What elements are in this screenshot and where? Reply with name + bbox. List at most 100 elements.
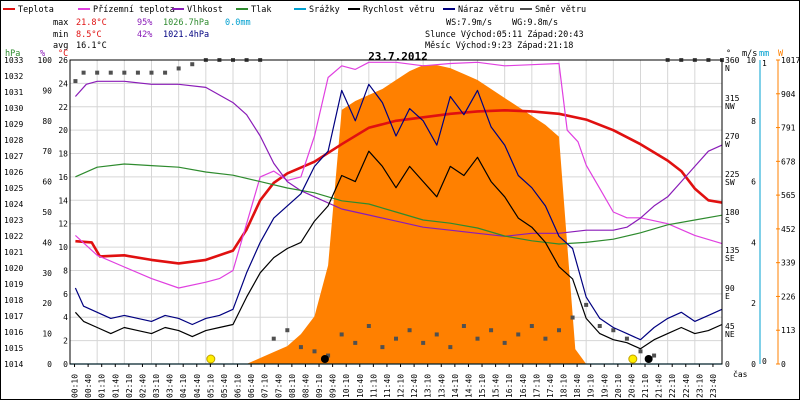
mm-tick-bottom: 0 [762,357,767,366]
hpa-tick-label: 1021 [4,248,23,257]
legend: Teplota Přízemní teplota Vlhkost Tlak Srážky… [3,5,586,15]
wind-dir-point [611,328,616,333]
pct-axis-head: % [40,49,45,59]
stat-wg: WG:9.8m/s [512,18,558,28]
wind-dir-point [326,353,331,358]
stat-max-press: 1026.7hPa [163,18,209,28]
stat-min-hum: 42% [137,30,152,40]
x-tick-label: 09:40 [329,374,338,398]
x-tick-label: 17:10 [532,374,541,398]
wind-dir-point [407,328,412,333]
x-tick-label: 07:10 [261,374,270,398]
x-tick-label: 06:40 [247,374,256,398]
stat-min-press: 1021.4hPa [163,30,209,40]
wind-dir-point [353,340,358,345]
wind-dir-point [366,324,371,328]
watt-tick-label: 678 [781,157,796,166]
hpa-tick-label: 1030 [4,104,23,113]
hpa-tick-label: 1018 [4,296,23,305]
x-tick-label: 06:10 [234,374,243,398]
c-tick-label: 18 [58,150,68,159]
series-lines [70,61,723,365]
x-tick-label: 14:10 [451,374,460,398]
dir-tick-deg: 360 [725,56,740,65]
x-tick-label: 19:10 [587,374,596,398]
wind-dir-point [516,332,521,337]
x-tick-label: 15:40 [492,374,501,398]
hpa-tick-label: 1032 [4,72,23,81]
watt-tick-label: 1017 [781,56,800,65]
watt-tick-label: 565 [781,191,796,200]
x-tick-label: 16:10 [505,374,514,398]
ms-axis-head: m/s [742,49,757,59]
wind-dir-point [163,70,168,75]
dir-tick-deg: 225 [725,170,740,179]
wind-dir-point [461,324,466,328]
stat-max-hum: 95% [137,18,152,28]
pct-tick-label: 0 [47,360,52,369]
dir-tick-deg: 90 [725,284,735,293]
solar-area [70,65,722,364]
wind-dir-point [135,70,140,75]
dir-tick-deg: 0 [725,360,730,369]
hpa-tick-label: 1017 [4,312,23,321]
hpa-tick-label: 1015 [4,344,23,353]
dir-tick-label: S [725,216,730,225]
dir-tick-label: N [725,64,730,73]
sun-moon-markers [206,354,653,364]
ms-tick-label: 10 [746,56,756,65]
plot-frame [69,59,723,365]
stat-ws: WS:7.9m/s [446,18,492,28]
x-tick-label: 21:10 [641,374,650,398]
pct-tick-label: 40 [42,238,52,247]
x-tick-label: 20:10 [614,374,623,398]
x-tick-label: 18:10 [560,374,569,398]
pct-tick-label: 20 [42,299,52,308]
wind-dir-point [543,336,548,341]
watt-tick-label: 339 [781,259,796,268]
legend-label-7: Náraz větru [458,5,514,15]
pct-tick-label: 80 [42,117,52,126]
wind-dir-point [448,345,453,350]
wind-dir-point [95,70,100,75]
w-axis-head: W [778,49,784,59]
c-axis-head: °C [58,49,68,59]
legend-label-4: Tlak [251,5,271,15]
wind-dir-point [176,66,181,71]
moon-marker-2 [644,355,653,363]
x-tick-label: 00:10 [71,374,80,398]
x-tick-label: 23:10 [695,374,704,398]
dir-tick-label: SE [725,254,735,263]
hpa-tick-label: 1027 [4,152,23,161]
stat-max-rain: 0.0mm [225,18,251,28]
hpa-tick-label: 1019 [4,280,23,289]
pct-tick-label: 60 [42,178,52,187]
dir-tick-label: E [725,292,730,301]
x-tick-label: 16:40 [519,374,528,398]
sun-marker-2 [628,354,638,364]
stat-avg-temp: 16.1°C [76,41,107,51]
c-tick-label: 8 [63,266,68,275]
x-tick-label: 09:10 [315,374,324,398]
wind-dir-point [434,332,439,337]
left-axis-ticks: 1033103210311030102910281027102610251024… [4,56,68,369]
legend-label-5: Srážky [309,5,340,15]
wind-dir-point [122,70,127,75]
series-line-tlak [75,163,723,245]
solar-radiation-area [70,65,722,364]
hpa-tick-label: 1016 [4,328,23,337]
watt-tick-label: 226 [781,292,796,301]
stat-min-temp: 8.5°C [76,30,102,40]
x-tick-label: 22:40 [682,374,691,398]
hpa-tick-label: 1014 [4,360,23,369]
series-line-teplota [75,109,723,265]
wind-dir-point [421,340,426,345]
ms-tick-label: 2 [751,299,756,308]
x-tick-label: 11:40 [383,374,392,398]
legend-label-3: Vlhkost [187,5,223,15]
stat-max-label: max [53,18,68,28]
ms-tick-label: 8 [751,117,756,126]
wind-dir-point [489,328,494,333]
moon-marker-1 [320,355,329,363]
x-tick-label: 14:40 [464,374,473,398]
